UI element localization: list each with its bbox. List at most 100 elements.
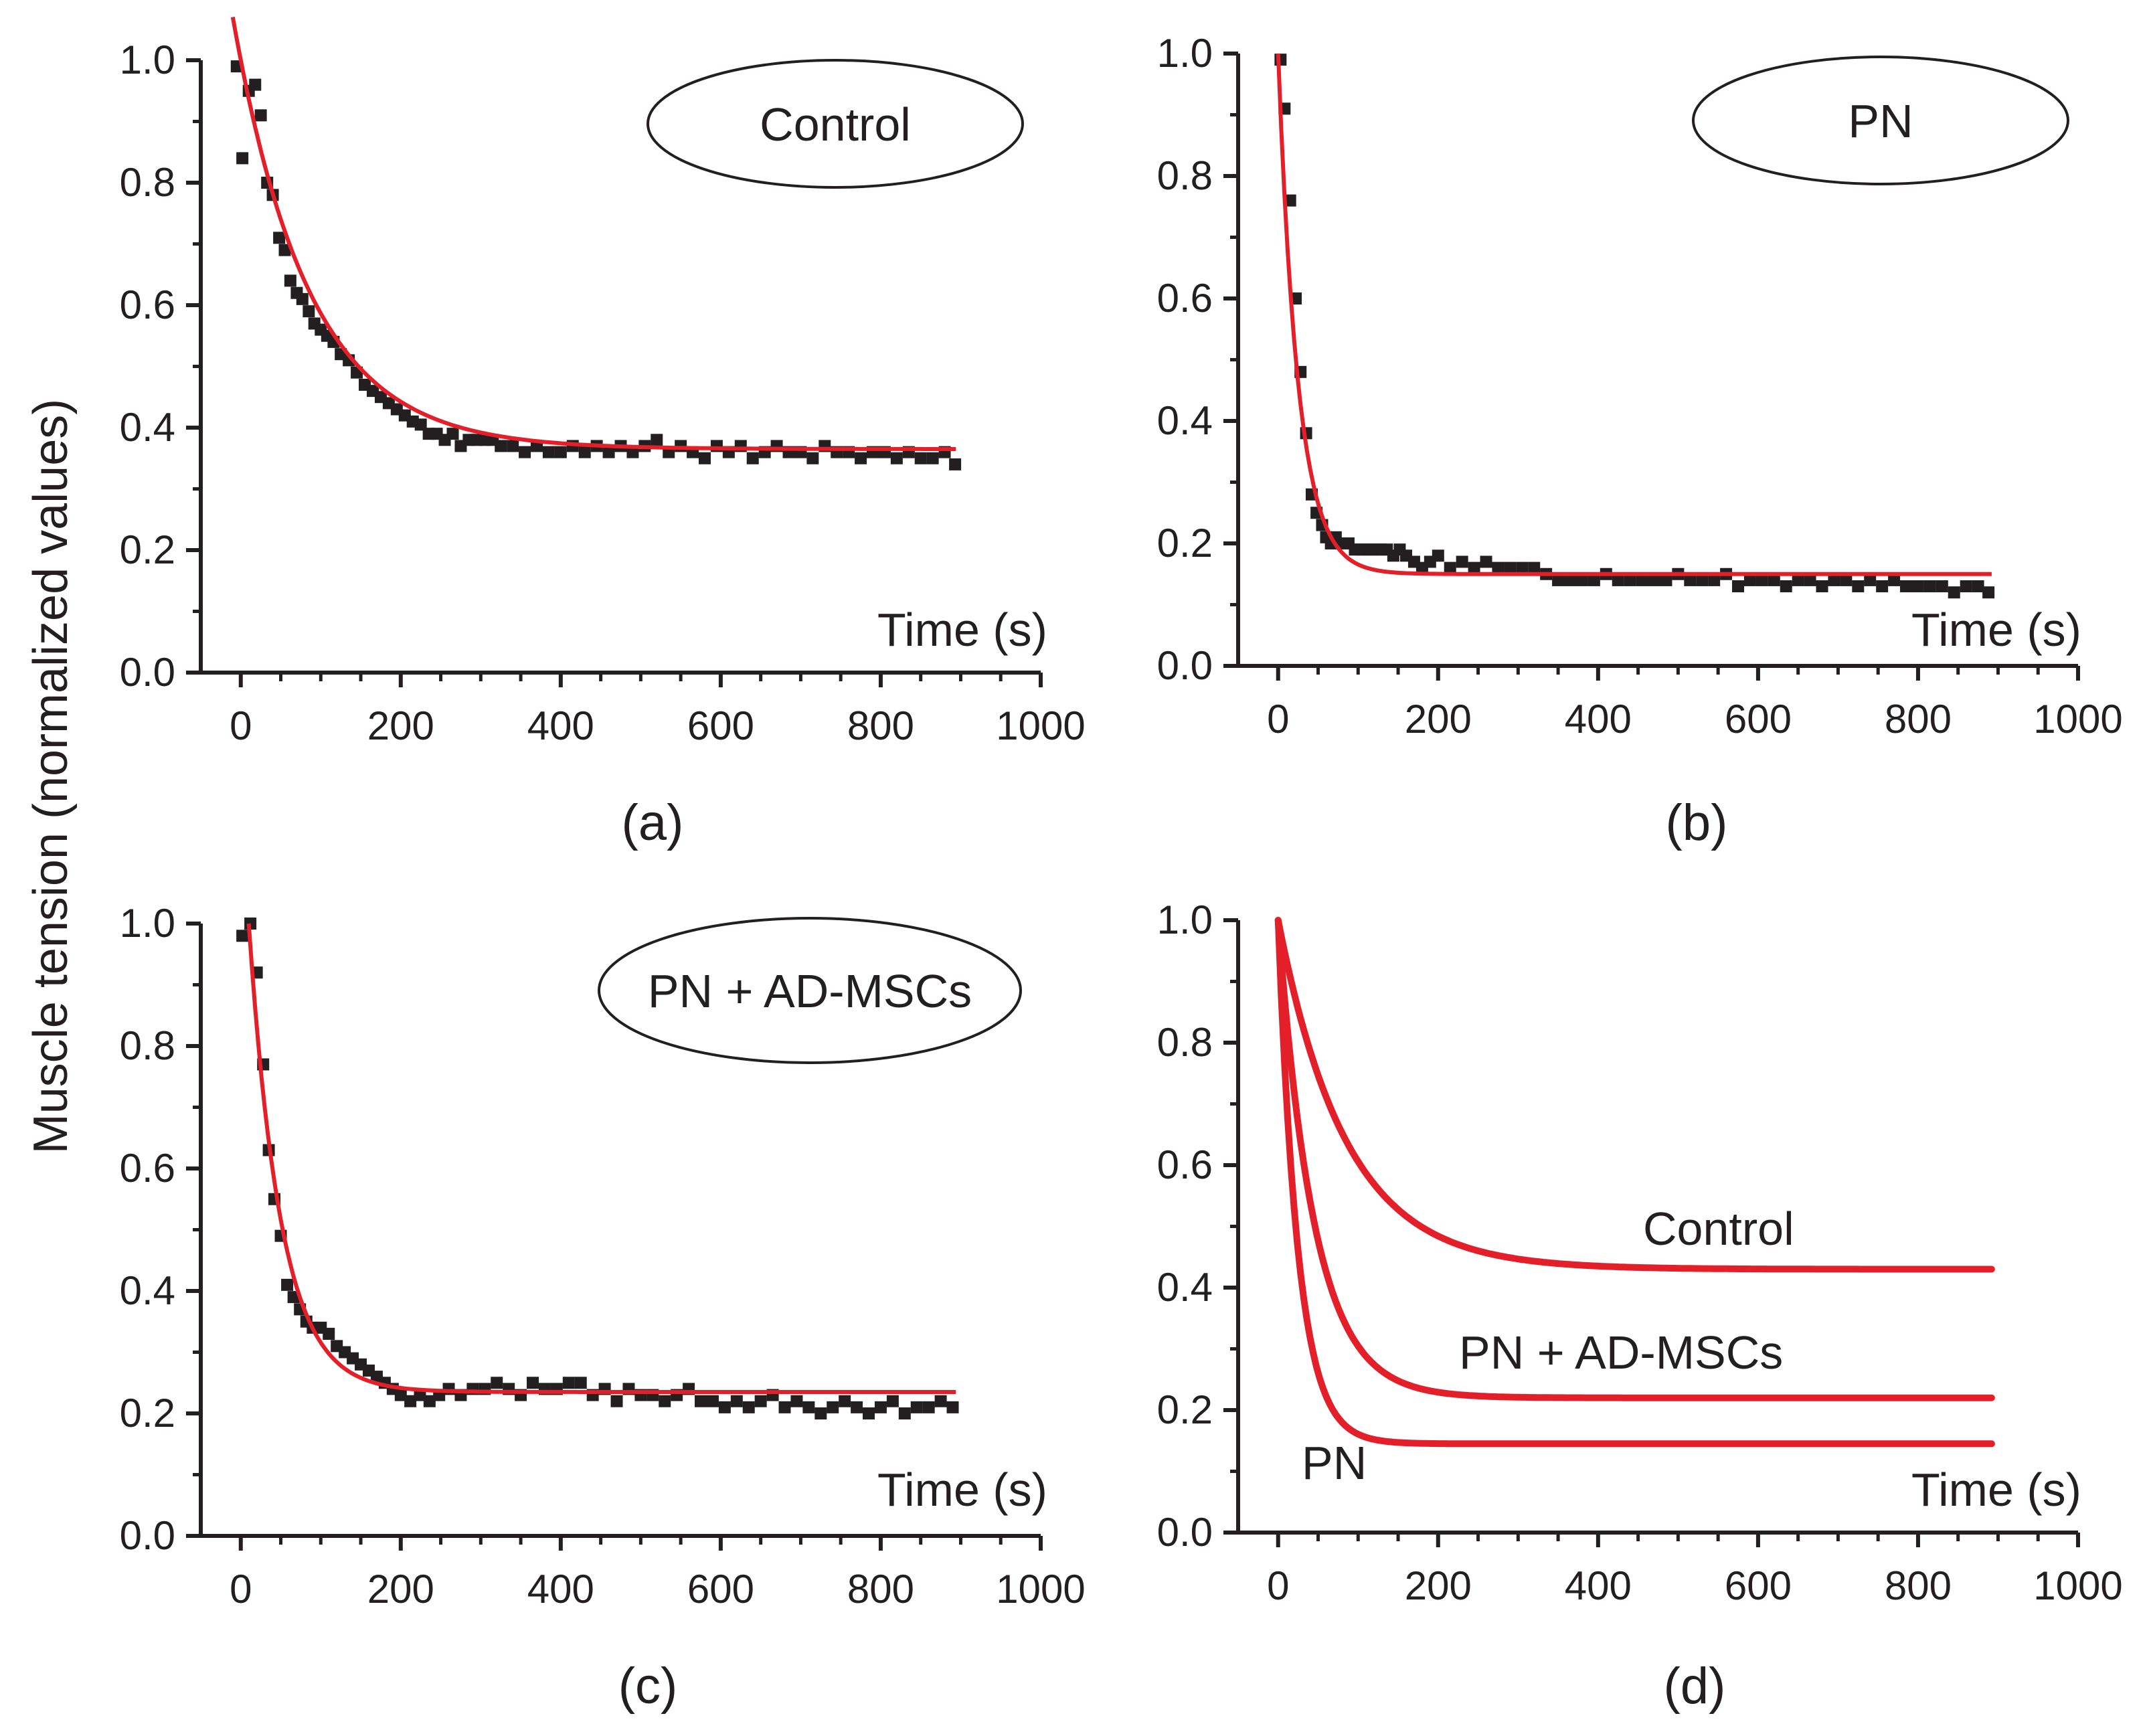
panel-b-badge: PN: [1692, 56, 2069, 185]
panel-a-badge-text: Control: [760, 98, 911, 151]
panel-c-data-point: [790, 1395, 803, 1407]
panel-b-xlabel: Time (s): [1911, 604, 2081, 656]
panel-b-data-point: [1755, 574, 1768, 586]
panel-c-data-point: [323, 1328, 335, 1340]
panel-c-data-point: [874, 1401, 887, 1413]
panel-a-xtick-label: 600: [687, 703, 754, 748]
panel-c-label: (c): [618, 1658, 678, 1715]
panel-a-label: (a): [622, 794, 684, 851]
panel-b-xtick-label: 1000: [2033, 697, 2122, 742]
panel-a-data-point: [236, 152, 249, 165]
panel-d-xtick-label: 600: [1725, 1563, 1792, 1608]
panel-b-data-point: [1284, 194, 1296, 207]
panel-a-data-point: [746, 452, 759, 464]
panel-b-data-point: [1456, 555, 1468, 568]
panel-d-ytick-label: 0.0: [1157, 1510, 1213, 1555]
panel-a-data-point: [542, 446, 555, 458]
panel-c-data-point: [898, 1407, 911, 1419]
panel-b-data-point: [1960, 580, 1972, 593]
panel-b-data-point: [1732, 580, 1745, 593]
panel-d-curve-control: [1274, 917, 1995, 1273]
panel-c-fit-line: [246, 923, 956, 1394]
panel-c-xtick-label: 600: [687, 1567, 754, 1612]
panel-c-data-point: [814, 1407, 827, 1419]
panel-c-xtick-label: 1000: [996, 1567, 1085, 1612]
panel-c-data-point: [851, 1401, 863, 1413]
panel-d-curve-pn-ad-mscs: [1274, 917, 1995, 1401]
panel-a-data-point: [626, 446, 639, 458]
panel-b-fit-line: [1276, 53, 1992, 576]
panel-d: 0.0 0.2 0.4 0.6 0.8 1.0 0 200 400 600 800 1000 Cont…: [1157, 897, 2123, 1715]
panel-c-badge-ellipse: [598, 917, 1022, 1064]
panel-b-ytick-label: 0.6: [1157, 276, 1213, 321]
panel-c-data-point: [281, 1278, 294, 1291]
panel-a-badge-ellipse: [647, 59, 1024, 189]
panel-d-xtick-label: 400: [1565, 1563, 1632, 1608]
panel-b-data-point: [1564, 574, 1577, 586]
panel-b-data-point: [1982, 586, 1995, 599]
panel-c-xtick-label: 400: [527, 1567, 594, 1612]
panel-c-data-point: [922, 1401, 935, 1413]
panel-a-data-point: [507, 440, 519, 452]
panel-a: 0.0 0.2 0.4 0.6 0.8 1.0 0 200 400 600 800 1000 Cont…: [120, 16, 1086, 851]
panel-c-badge: PN + AD-MSCs: [598, 917, 1022, 1064]
panel-d-ytick-label: 0.6: [1157, 1142, 1213, 1187]
panel-b-xtick-label: 400: [1565, 697, 1632, 742]
panel-a-data-point: [254, 109, 267, 122]
panel-a-data-point: [278, 244, 291, 256]
panel-b-data-point: [1552, 574, 1565, 586]
panel-a-data-point: [296, 292, 309, 305]
panel-a-data-point: [890, 452, 903, 464]
panel-a-plot: 0.0 0.2 0.4 0.6 0.8 1.0 0 200 400 600 800 1000: [120, 16, 1086, 748]
panel-d-xtick-label: 800: [1885, 1563, 1952, 1608]
panel-d-annotation-pn-admscs: PN + AD-MSCs: [1459, 1326, 1783, 1379]
panel-b-data-point: [1852, 580, 1865, 593]
panel-c-data-point: [574, 1377, 587, 1389]
panel-a-xtick-label: 800: [847, 703, 914, 748]
panel-b-data-point: [1684, 574, 1697, 586]
panel-a-xtick-label: 400: [527, 703, 594, 748]
panel-c-data-point: [742, 1401, 755, 1413]
panel-a-data-point: [855, 452, 867, 464]
panel-a-data-point: [926, 452, 939, 464]
panel-b-plot: 0.0 0.2 0.4 0.6 0.8 1.0 0 200 400 600 800 1000: [1157, 31, 2123, 742]
panel-a-ytick-label: 0.0: [120, 650, 175, 695]
panel-b-data-point: [1828, 574, 1840, 586]
panel-c-data-point: [527, 1377, 539, 1389]
panel-c: 0.0 0.2 0.4 0.6 0.8 1.0 0 200 400 600 800 1000 PN +…: [120, 901, 1086, 1715]
panel-c-data-point: [934, 1395, 947, 1407]
panel-c-data-point: [423, 1395, 436, 1407]
panel-a-xtick-label: 0: [230, 703, 252, 748]
panel-c-data-point: [236, 930, 249, 942]
panel-a-ytick-label: 0.6: [120, 282, 175, 327]
panel-b-data-point: [1864, 574, 1877, 586]
panel-a-ytick-label: 0.8: [120, 160, 175, 205]
panel-c-data-point: [839, 1395, 851, 1407]
panel-a-fit-line: [230, 16, 956, 451]
panel-d-ytick-label: 0.8: [1157, 1020, 1213, 1065]
panel-b-data-point: [1468, 561, 1480, 574]
panel-a-data-point: [519, 446, 531, 458]
panel-c-xtick-label: 0: [230, 1567, 252, 1612]
panel-b-data-point: [1444, 561, 1456, 574]
panel-b-data-point: [1743, 574, 1756, 586]
panel-b-data-point: [1636, 574, 1648, 586]
panel-b-data-point: [1516, 561, 1529, 574]
panel-b-data-point: [1900, 580, 1913, 593]
panel-b-data-point: [1816, 580, 1828, 593]
panel-c-data-point: [562, 1377, 575, 1389]
panel-b-data-point: [1888, 574, 1901, 586]
panel-c-data-point: [404, 1395, 417, 1407]
panel-b-data-point: [1480, 555, 1492, 568]
panel-b-data-point: [1492, 561, 1505, 574]
panel-b-ytick-label: 0.0: [1157, 643, 1213, 688]
panel-b-xtick-label: 0: [1267, 697, 1289, 742]
panel-b-ytick-label: 1.0: [1157, 31, 1213, 76]
panel-c-data-point: [659, 1395, 671, 1407]
panel-d-ytick-label: 0.2: [1157, 1387, 1213, 1432]
panel-b-data-point: [1876, 580, 1889, 593]
panel-c-ytick-label: 0.2: [120, 1391, 175, 1436]
panel-c-data-point: [610, 1395, 623, 1407]
panel-b-data-point: [1780, 580, 1792, 593]
